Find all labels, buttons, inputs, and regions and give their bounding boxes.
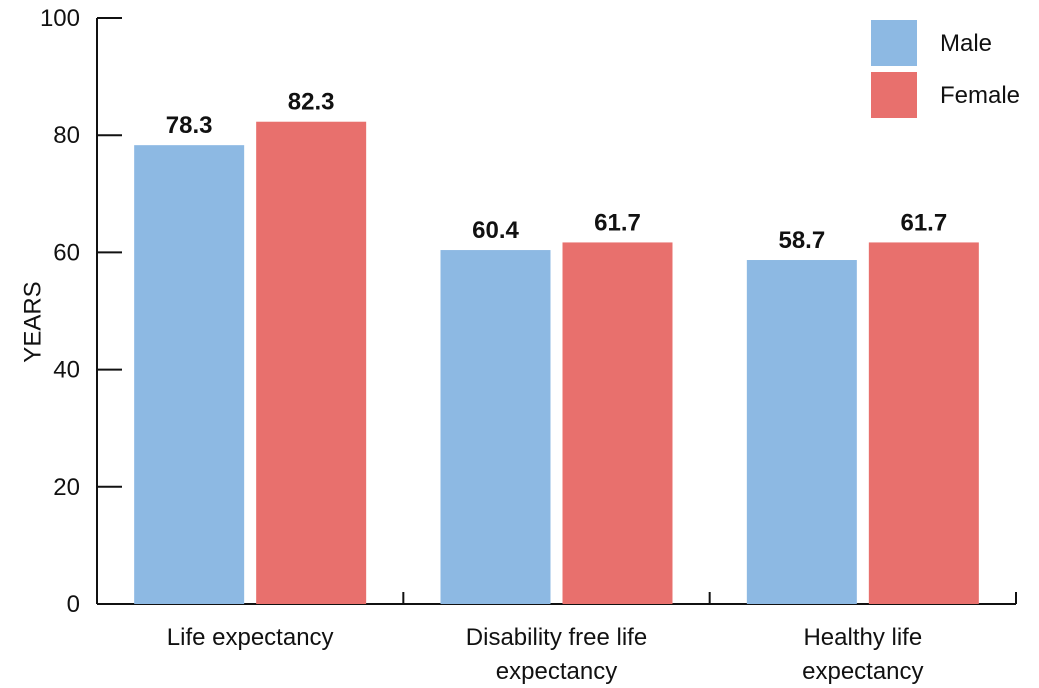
bar-value-label-female-2: 61.7 (900, 209, 947, 236)
legend-swatch-male (871, 20, 917, 66)
x-axis-category-label-2-1: expectancy (802, 658, 923, 685)
legend-swatch-female (871, 72, 917, 118)
y-axis-tick-label-20: 20 (53, 474, 80, 501)
legend-label-female: Female (940, 82, 1020, 109)
y-axis-tick-label-80: 80 (53, 122, 80, 149)
labels-layer: 78.3 82.3 Life expectancy 60.4 61.7 Disabilit… (166, 89, 947, 685)
legend: Male Female (871, 20, 1020, 118)
legend-label-male: Male (940, 30, 992, 57)
bar-value-label-male-0: 78.3 (166, 112, 213, 139)
bar-value-label-female-0: 82.3 (288, 89, 335, 116)
bar-female-2 (868, 242, 979, 605)
x-axis-category-label-2-0: Healthy life (803, 624, 922, 651)
y-axis-tick-label-0: 0 (67, 591, 80, 618)
x-axis-category-label-1-1: expectancy (496, 658, 617, 685)
bars-layer (134, 121, 979, 605)
y-axis-title: YEARS (19, 281, 46, 362)
x-axis-category-label-1-0: Disability free life (466, 624, 647, 651)
bar-male-1 (440, 250, 551, 604)
bar-value-label-male-1: 60.4 (472, 217, 519, 244)
bar-value-label-male-2: 58.7 (778, 227, 825, 254)
bar-male-0 (134, 145, 245, 605)
bar-female-0 (256, 121, 367, 605)
bar-value-label-female-1: 61.7 (594, 209, 641, 236)
y-axis-tick-label-60: 60 (53, 239, 80, 266)
ticks-layer: 0 20 40 60 80 100 (40, 5, 1017, 618)
y-axis-tick-label-100: 100 (40, 5, 80, 32)
axes-layer: YEARS (19, 18, 1016, 605)
x-axis-category-label-0-0: Life expectancy (167, 624, 334, 651)
bar-male-2 (746, 260, 857, 604)
bar-female-1 (562, 242, 673, 605)
y-axis-tick-label-40: 40 (53, 357, 80, 384)
